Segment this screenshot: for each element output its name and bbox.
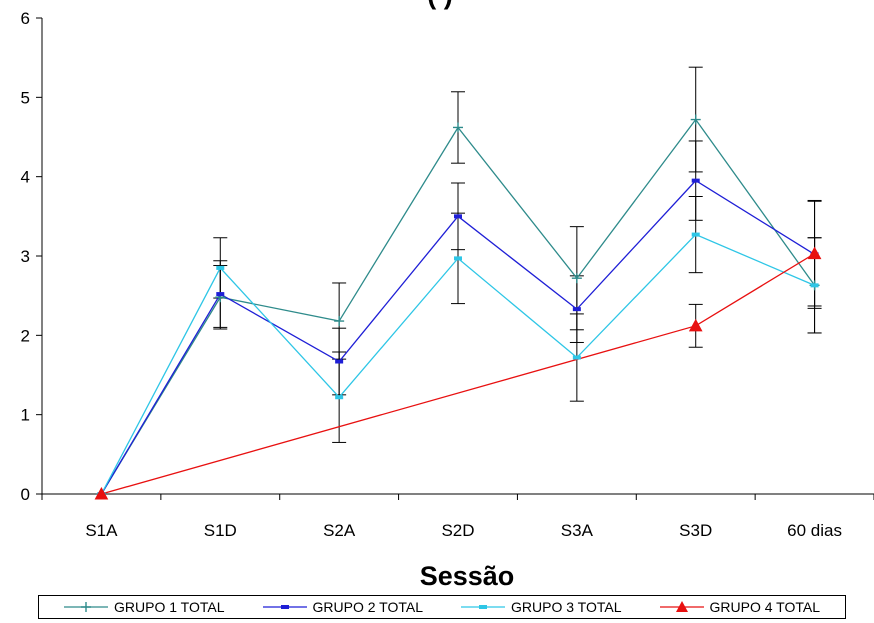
data-point [94,486,109,500]
legend-swatch-marker [81,602,91,612]
series-lines [100,118,816,495]
x-tick-label: S1A [85,521,118,540]
data-point [688,318,703,332]
y-tick-label: 6 [21,9,30,28]
x-tick-label: S3D [679,521,712,540]
data-point [335,359,344,364]
data-point [572,355,581,360]
legend-swatch-marker [280,605,289,609]
legend-item: GRUPO 3 TOTAL [461,599,621,615]
y-tick-label: 3 [21,247,30,266]
legend-swatch-marker [479,605,487,609]
axes: 0 1 2 3 4 5 6 S1A S1D S2A S2D S3A S3D 60 dias [21,9,874,540]
data-point [216,292,225,297]
legend-item: GRUPO 2 TOTAL [262,599,423,615]
legend-swatch [262,605,307,609]
data-point [691,232,700,237]
x-tick-label: S2D [441,521,474,540]
legend-swatch [659,601,704,612]
legend-label: GRUPO 1 TOTAL [114,599,225,615]
data-point [454,214,462,219]
data-point [810,283,819,288]
legend-item: GRUPO 1 TOTAL [64,599,224,615]
y-tick-label: 4 [21,168,30,187]
legend-swatch [64,602,108,612]
series-markers [94,114,822,500]
legend-item: GRUPO 4 TOTAL [659,599,820,615]
legend-label: GRUPO 2 TOTAL [312,599,423,615]
x-tick-label: 60 dias [787,521,842,540]
data-point [454,256,462,261]
data-point [453,122,463,133]
y-tick-label: 2 [21,326,30,345]
error-bars [213,66,822,443]
data-point [691,178,700,183]
legend-label: GRUPO 3 TOTAL [511,599,622,615]
data-point [334,316,345,327]
y-tick-label: 5 [21,88,30,107]
data-point [690,114,701,125]
x-tick-label: S2A [323,521,356,540]
x-axis-label: Sessão [420,561,515,591]
data-point [571,273,582,284]
y-tick-label: 1 [21,406,30,425]
legend-label: GRUPO 4 TOTAL [709,599,820,615]
data-point [335,395,344,400]
legend-swatch [461,605,505,609]
data-point [216,265,225,270]
x-tick-label: S1D [204,521,237,540]
data-point [572,307,581,312]
legend-swatch-marker [675,601,688,612]
series-line-1 [100,118,816,495]
legend: GRUPO 1 TOTAL GRUPO 2 TOTAL GRUPO 3 TOTAL G… [38,595,846,619]
x-tick-label: S3A [561,521,594,540]
data-point [807,246,822,260]
chart-title: ( ) [427,0,452,10]
y-tick-label: 0 [21,485,30,504]
